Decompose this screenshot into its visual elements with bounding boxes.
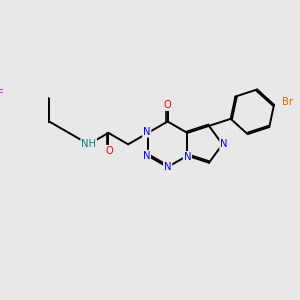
Text: O: O (105, 146, 113, 156)
Text: N: N (184, 152, 191, 162)
Text: N: N (220, 139, 228, 149)
Text: F: F (0, 89, 4, 99)
Text: N: N (143, 127, 151, 137)
Text: N: N (143, 151, 150, 161)
Text: O: O (164, 100, 172, 110)
Text: NH: NH (81, 139, 96, 149)
Text: Br: Br (282, 97, 293, 107)
Text: N: N (164, 162, 171, 172)
